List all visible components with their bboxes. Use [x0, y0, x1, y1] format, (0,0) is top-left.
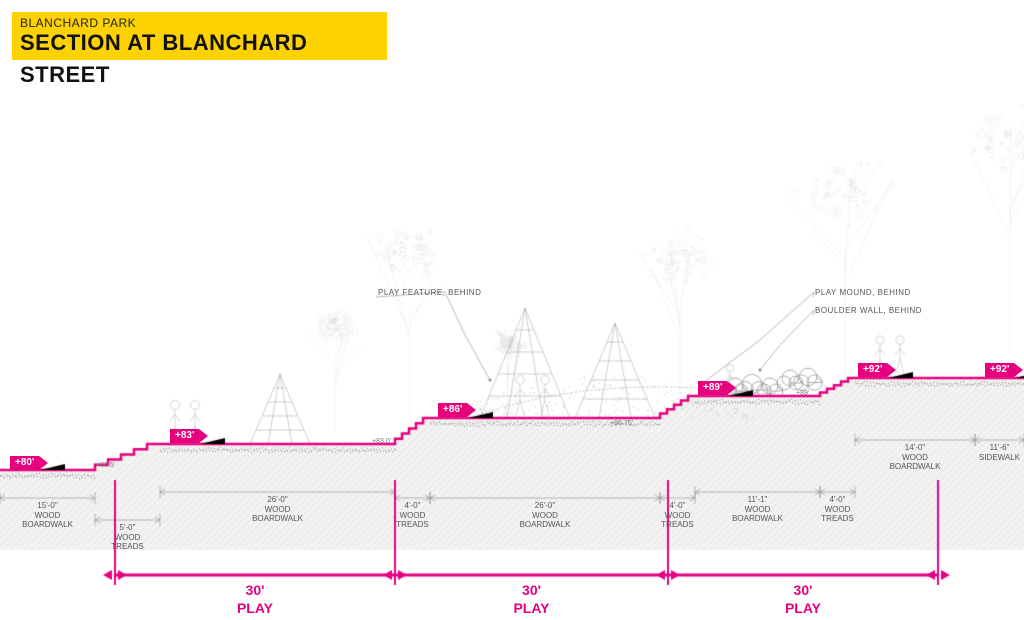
dim-label: 14'-0"WOODBOARDWALK — [890, 443, 941, 472]
dim-label: 11'-1"WOODBOARDWALK — [732, 495, 783, 524]
terrace-dimension-label: 30'PLAYTERRACE — [498, 581, 566, 620]
callout-label: PLAY MOUND, BEHIND — [815, 288, 911, 297]
dim-label: 5'-0"WOODTREADS — [111, 523, 143, 552]
spot-elevation: +86.75' — [610, 420, 633, 427]
dim-label: 26'-0"WOODBOARDWALK — [520, 501, 571, 530]
elevation-tag: +83' — [170, 429, 199, 443]
spot-elevation: +89' — [796, 390, 809, 397]
callout-label: PLAY FEATURE, BEHIND — [378, 288, 481, 297]
dim-label: 15'-0"WOODBOARDWALK — [22, 501, 73, 530]
elevation-tag: +92' — [985, 363, 1014, 377]
dim-label: 4'-0"WOODTREADS — [396, 501, 428, 530]
elevation-tag: +86' — [438, 403, 467, 417]
dim-label: 4'-0"WOODTREADS — [821, 495, 853, 524]
dim-label: 4'-0"WOODTREADS — [661, 501, 693, 530]
elevation-tag: +80' — [10, 456, 39, 470]
dim-label: 11'-6"SIDEWALK — [979, 443, 1020, 462]
callout-label: BOULDER WALL, BEHIND — [815, 306, 922, 315]
terrace-dimension-label: 30'PLAYTERRACE — [769, 581, 837, 620]
terrace-dimension-label: 30'PLAYTERRACE — [221, 581, 289, 620]
spot-elevation: +80.5' — [96, 462, 115, 469]
elevation-tag: +89' — [698, 381, 727, 395]
dim-label: 26'-0"WOODBOARDWALK — [252, 495, 303, 524]
elevation-tag: +92' — [858, 363, 887, 377]
spot-elevation: +83.0' — [372, 438, 391, 445]
